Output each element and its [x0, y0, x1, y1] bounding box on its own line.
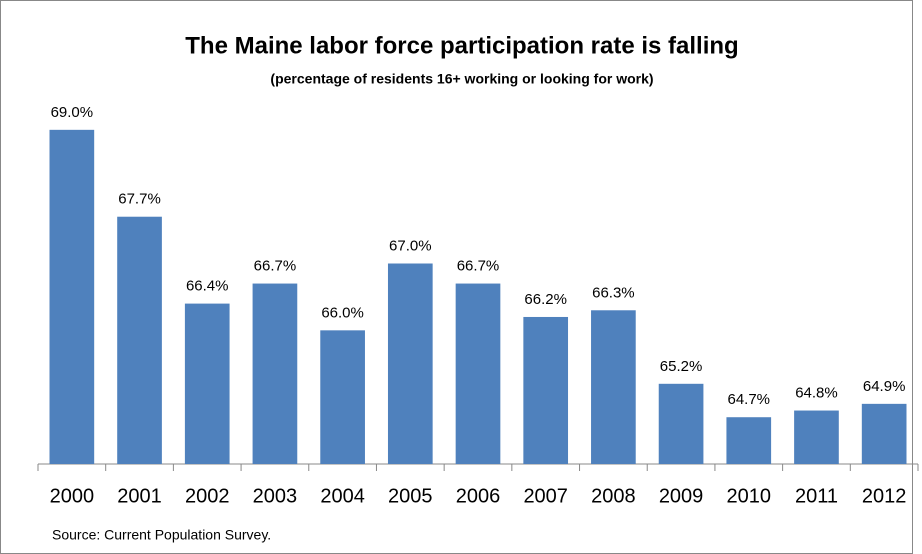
bar	[49, 129, 95, 465]
value-label: 66.7%	[254, 258, 297, 275]
bar	[523, 316, 569, 464]
x-tick-label: 2001	[117, 485, 162, 507]
value-label: 69.0%	[51, 104, 94, 121]
bar	[252, 283, 298, 464]
value-label: 64.9%	[863, 378, 906, 395]
bar	[387, 263, 433, 464]
bar	[591, 310, 636, 464]
bar	[726, 417, 772, 464]
chart-subtitle: (percentage of residents 16+ working or …	[270, 71, 653, 87]
value-label: 66.0%	[321, 304, 364, 321]
x-tick-label: 2006	[456, 485, 501, 507]
value-label: 67.7%	[118, 191, 161, 208]
value-label: 66.3%	[592, 284, 635, 301]
value-label: 66.4%	[186, 278, 229, 295]
x-tick-label: 2002	[185, 485, 230, 507]
bar	[184, 303, 230, 464]
bar	[861, 403, 907, 464]
x-tick-label: 2009	[659, 485, 704, 507]
x-tick-label: 2010	[727, 485, 772, 507]
x-tick-label: 2007	[523, 485, 568, 507]
value-label: 65.2%	[660, 358, 703, 375]
x-tick-label: 2012	[862, 485, 907, 507]
x-tick-label: 2005	[388, 485, 433, 507]
bar	[117, 216, 162, 464]
value-label: 64.8%	[795, 385, 838, 402]
value-label: 64.7%	[727, 391, 770, 408]
x-tick-label: 2000	[50, 485, 95, 507]
x-tick-label: 2008	[591, 485, 636, 507]
bar	[455, 283, 501, 464]
chart-title: The Maine labor force participation rate…	[185, 32, 738, 59]
bar	[794, 410, 839, 464]
bar	[658, 383, 704, 464]
value-label: 67.0%	[389, 237, 432, 254]
x-tick-label: 2011	[795, 485, 838, 507]
x-tick-label: 2003	[253, 485, 298, 507]
x-tick-label: 2004	[320, 485, 365, 507]
value-label: 66.7%	[457, 258, 500, 275]
source-note: Source: Current Population Survey.	[52, 527, 271, 543]
value-label: 66.2%	[524, 291, 567, 308]
bar	[320, 330, 365, 464]
